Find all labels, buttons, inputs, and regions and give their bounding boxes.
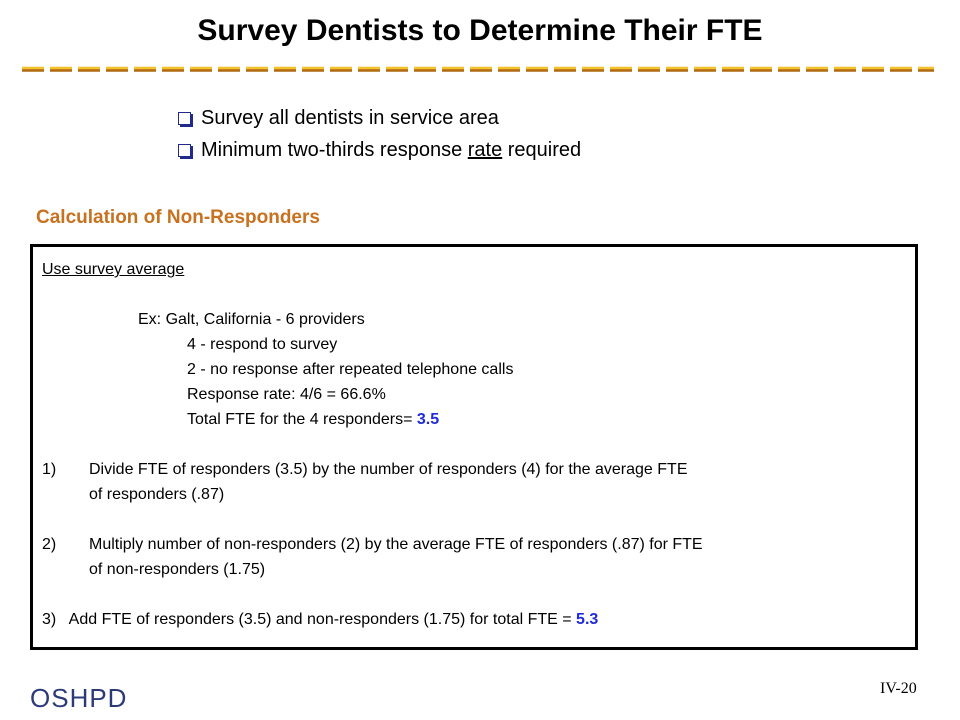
checkbox-bullet-icon [178,111,191,125]
step-number: 1) [42,461,57,478]
title-underline-dashes [22,66,934,72]
detail-line: Response rate: 4/6 = 66.6% [187,386,386,403]
step-text: of non-responders (1.75) [89,561,266,578]
bullet-text: Survey all dentists in service area [201,107,499,129]
oshpd-logo: OSHPD [30,683,128,713]
section-heading: Calculation of Non-Responders [36,207,320,228]
step-text: Multiply number of non-responders (2) by… [89,536,703,553]
bullet-list: Survey all dentists in service area Mini… [178,102,581,166]
detail-line: 4 - respond to survey [187,336,338,353]
page-title: Survey Dentists to Determine Their FTE [197,14,763,47]
step-text: of responders (.87) [89,486,225,503]
bullet-text: Minimum two-thirds response rate require… [201,139,582,161]
total-fte-line: Total FTE for the 4 responders= 3.5 [187,411,440,428]
step-text: Divide FTE of responders (3.5) by the nu… [89,461,688,478]
step-number: 2) [42,536,57,553]
step-3-line: 3) Add FTE of responders (3.5) and non-r… [42,611,599,628]
example-line: Ex: Galt, California - 6 providers [138,311,365,328]
page-number: IV-20 [880,680,917,697]
box-heading: Use survey average [42,261,185,278]
detail-line: 2 - no response after repeated telephone… [187,361,514,378]
bullet-item: Survey all dentists in service area [178,102,581,134]
total-fte-result: 5.3 [576,611,599,628]
calculation-box: Use survey average Ex: Galt, California … [30,244,918,650]
checkbox-bullet-icon [178,143,191,157]
total-fte-value: 3.5 [416,411,440,428]
bullet-item: Minimum two-thirds response rate require… [178,134,581,166]
